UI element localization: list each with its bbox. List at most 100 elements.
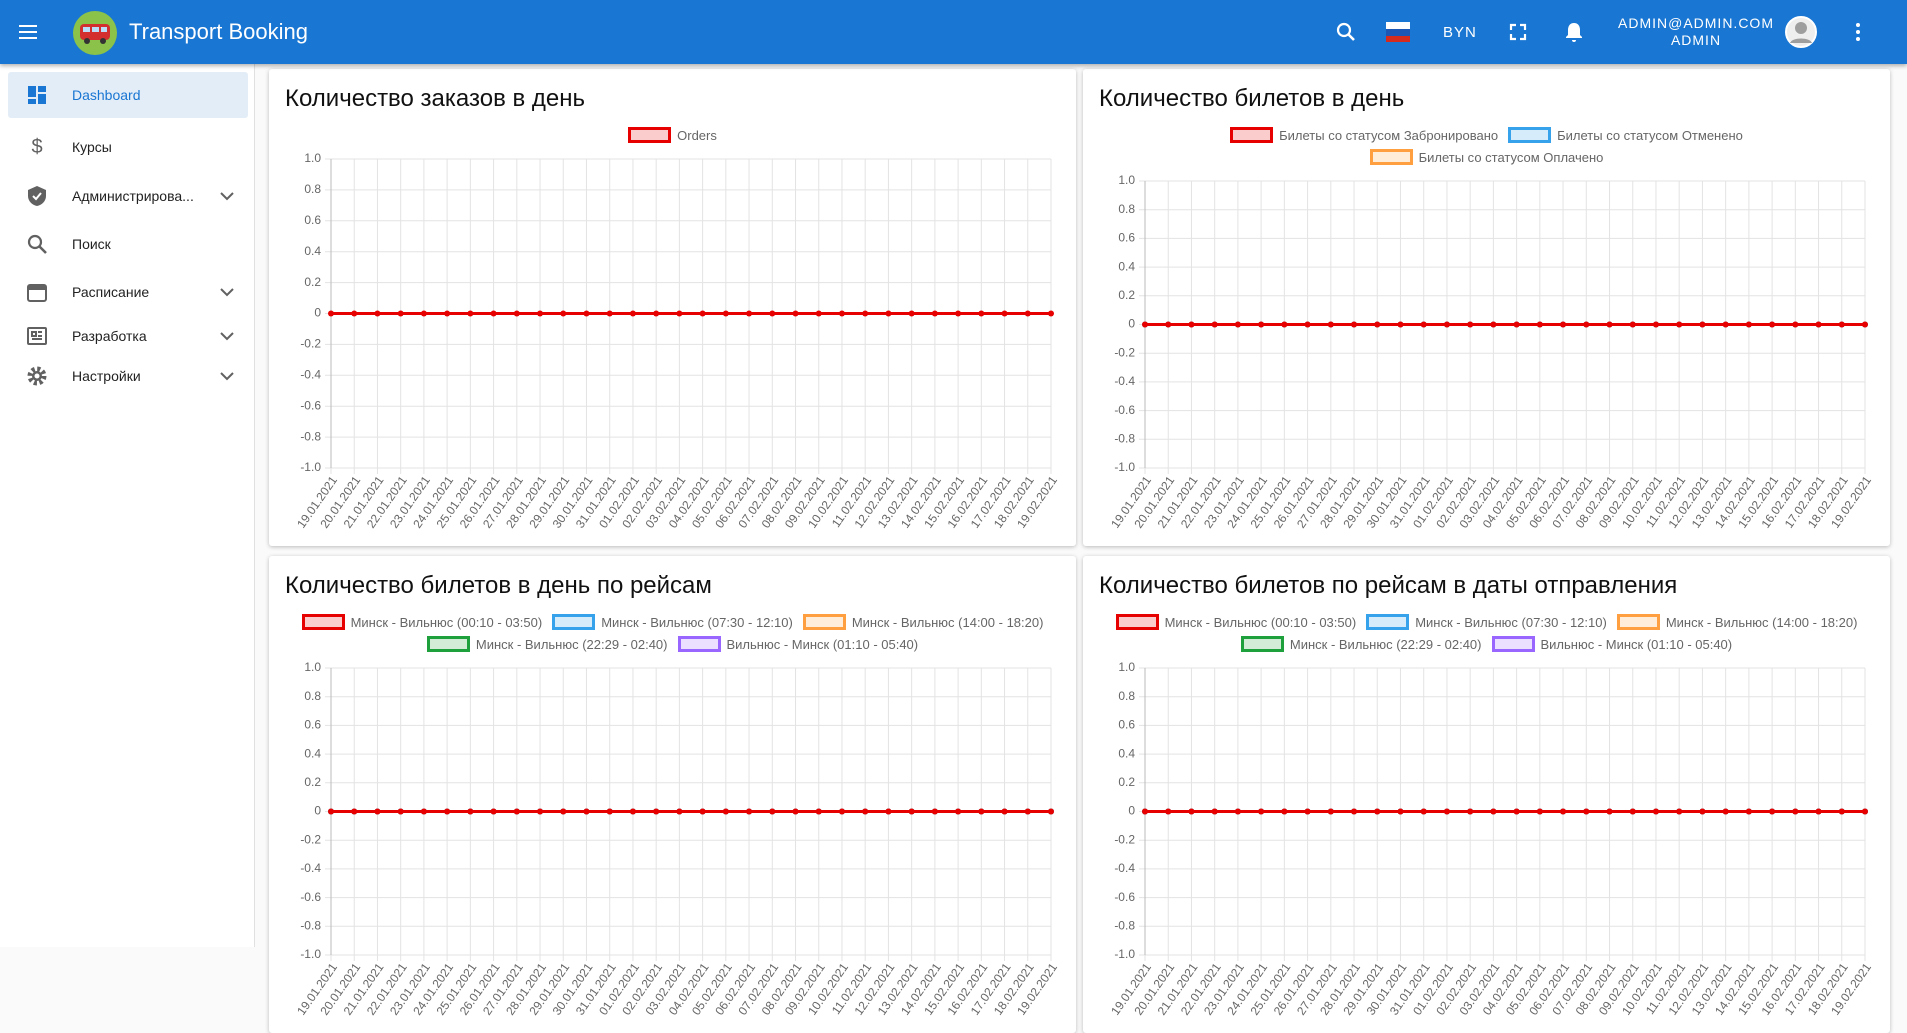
legend-label: Вильнюс - Минск (01:10 - 05:40) bbox=[726, 636, 919, 652]
data-point bbox=[583, 310, 590, 317]
legend-item[interactable]: Orders bbox=[628, 127, 717, 143]
fullscreen-button[interactable] bbox=[1507, 21, 1529, 43]
data-point bbox=[1420, 321, 1427, 328]
data-point bbox=[769, 808, 776, 815]
data-point bbox=[676, 808, 683, 815]
y-tick-label: 0 bbox=[1128, 804, 1135, 818]
expand-icon bbox=[220, 288, 234, 297]
data-point bbox=[1234, 321, 1241, 328]
search-button[interactable] bbox=[1334, 20, 1358, 44]
chart-card: Количество билетов по рейсам в даты отпр… bbox=[1083, 556, 1890, 1033]
legend-label: Минск - Вильнюс (00:10 - 03:50) bbox=[350, 614, 543, 630]
data-point bbox=[1048, 808, 1054, 815]
legend-item[interactable]: Минск - Вильнюс (14:00 - 18:20) bbox=[802, 614, 1044, 630]
chart-title: Количество билетов в день bbox=[1099, 85, 1405, 112]
y-tick-label: -0.6 bbox=[1114, 403, 1135, 417]
data-point bbox=[1513, 808, 1520, 815]
nav-item[interactable]: $ Курсы bbox=[8, 124, 248, 170]
y-tick-label: -1.0 bbox=[300, 947, 321, 961]
legend-label: Orders bbox=[677, 127, 717, 143]
y-tick-label: -0.2 bbox=[300, 832, 321, 846]
legend-item[interactable]: Минск - Вильнюс (14:00 - 18:20) bbox=[1616, 614, 1857, 630]
data-point bbox=[931, 808, 938, 815]
data-point bbox=[955, 808, 962, 815]
y-tick-label: 0 bbox=[314, 804, 321, 818]
menu-button[interactable] bbox=[16, 20, 40, 44]
nav-label: Настройки bbox=[72, 368, 141, 384]
y-tick-label: -0.4 bbox=[1114, 374, 1135, 388]
legend-item[interactable]: Билеты со статусом Забронировано bbox=[1230, 127, 1498, 143]
data-point bbox=[676, 310, 683, 317]
data-point bbox=[1676, 808, 1683, 815]
data-point bbox=[1351, 321, 1358, 328]
data-point bbox=[1304, 321, 1311, 328]
legend-item[interactable]: Минск - Вильнюс (07:30 - 12:10) bbox=[1366, 614, 1607, 630]
legend-item[interactable]: Вильнюс - Минск (01:10 - 05:40) bbox=[677, 636, 919, 652]
chart-title: Количество билетов по рейсам в даты отпр… bbox=[1099, 572, 1678, 599]
language-flag[interactable] bbox=[1386, 22, 1410, 42]
legend-item[interactable]: Минск - Вильнюс (07:30 - 12:10) bbox=[552, 614, 793, 630]
currency-button[interactable]: BYN bbox=[1443, 23, 1477, 41]
data-point bbox=[1769, 321, 1776, 328]
data-point bbox=[513, 808, 520, 815]
data-point bbox=[1699, 321, 1706, 328]
legend-item[interactable]: Вильнюс - Минск (01:10 - 05:40) bbox=[1491, 636, 1733, 652]
y-tick-label: 0 bbox=[1128, 317, 1135, 331]
y-tick-label: 0.2 bbox=[1118, 775, 1135, 789]
y-tick-label: 0.8 bbox=[1118, 689, 1135, 703]
data-point bbox=[1258, 321, 1265, 328]
nav-item[interactable]: Расписание bbox=[8, 269, 248, 315]
legend-swatch bbox=[552, 614, 596, 630]
legend: Минск - Вильнюс (00:10 - 03:50) Минск - В… bbox=[1107, 614, 1867, 652]
nav-item[interactable]: Поиск bbox=[8, 221, 248, 267]
legend: Orders bbox=[293, 127, 1053, 143]
notifications-button[interactable] bbox=[1562, 20, 1586, 44]
logo[interactable] bbox=[72, 10, 118, 56]
legend-label: Минск - Вильнюс (14:00 - 18:20) bbox=[851, 614, 1044, 630]
data-point bbox=[560, 310, 567, 317]
user-menu[interactable]: ADMIN@ADMIN.COM ADMIN bbox=[1610, 15, 1782, 49]
data-point bbox=[978, 310, 985, 317]
nav-item[interactable]: Dashboard bbox=[8, 72, 248, 118]
icon bbox=[27, 366, 47, 386]
data-point bbox=[374, 808, 381, 815]
legend-item[interactable]: Минск - Вильнюс (22:29 - 02:40) bbox=[1240, 636, 1482, 652]
data-point bbox=[1188, 808, 1195, 815]
y-tick-label: -0.2 bbox=[1114, 345, 1135, 359]
legend-label: Вильнюс - Минск (01:10 - 05:40) bbox=[1540, 636, 1733, 652]
data-point bbox=[1490, 808, 1497, 815]
nav-item[interactable]: Настройки bbox=[8, 353, 248, 399]
legend-item[interactable]: Билеты со статусом Отменено bbox=[1508, 127, 1743, 143]
data-point bbox=[397, 808, 404, 815]
legend-item[interactable]: Билеты со статусом Оплачено bbox=[1369, 149, 1603, 165]
y-tick-label: 1.0 bbox=[1118, 660, 1135, 674]
user-role: ADMIN bbox=[1670, 32, 1722, 48]
more-button[interactable] bbox=[1846, 20, 1870, 44]
data-point bbox=[1024, 310, 1031, 317]
legend-label: Минск - Вильнюс (22:29 - 02:40) bbox=[1289, 636, 1482, 652]
legend-label: Минск - Вильнюс (07:30 - 12:10) bbox=[601, 614, 793, 630]
data-point bbox=[1815, 321, 1822, 328]
nav-item[interactable]: Администрирова... bbox=[8, 173, 248, 219]
nav-item[interactable]: Разработка bbox=[8, 313, 248, 359]
data-point bbox=[862, 808, 869, 815]
legend-swatch bbox=[628, 127, 672, 143]
legend-swatch bbox=[1369, 149, 1413, 165]
legend-item[interactable]: Минск - Вильнюс (00:10 - 03:50) bbox=[1115, 614, 1356, 630]
nav-label: Расписание bbox=[72, 284, 150, 300]
data-point bbox=[1048, 310, 1054, 317]
nav-label: Dashboard bbox=[72, 87, 141, 103]
avatar[interactable] bbox=[1785, 16, 1817, 48]
data-point bbox=[1397, 808, 1404, 815]
chart-title: Количество заказов в день bbox=[285, 85, 586, 112]
nav-label: Поиск bbox=[72, 236, 111, 252]
data-point bbox=[746, 310, 753, 317]
data-point bbox=[1838, 321, 1845, 328]
legend-item[interactable]: Минск - Вильнюс (00:10 - 03:50) bbox=[301, 614, 543, 630]
data-point bbox=[722, 808, 729, 815]
data-point bbox=[1560, 321, 1567, 328]
data-point bbox=[1862, 321, 1868, 328]
data-point bbox=[490, 310, 497, 317]
legend-item[interactable]: Минск - Вильнюс (22:29 - 02:40) bbox=[426, 636, 668, 652]
data-point bbox=[653, 808, 660, 815]
